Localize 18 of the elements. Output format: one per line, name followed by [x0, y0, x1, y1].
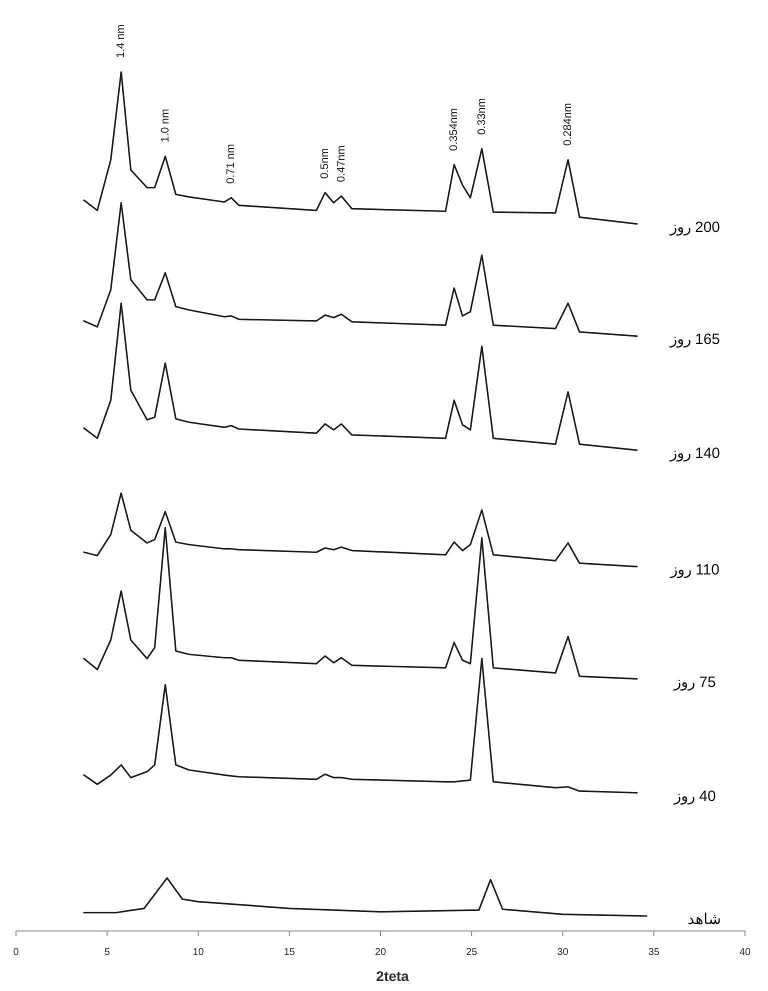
x-tick-label: 25	[466, 947, 478, 958]
x-axis-title: 2teta	[376, 968, 410, 984]
annotation: 0.47nm	[335, 145, 348, 182]
x-tick-label: 15	[284, 947, 296, 958]
x-tick-label: 5	[104, 947, 110, 958]
annotation: 0.71 nm	[225, 144, 238, 184]
x-tick-label: 40	[739, 947, 751, 958]
x-tick-label: 35	[648, 947, 660, 958]
x-tick-label: 10	[192, 947, 204, 958]
annotation: 0.5nm	[319, 148, 332, 179]
x-tick-label: 30	[557, 947, 569, 958]
annotation: 0.284nm	[562, 102, 574, 146]
x-tick-label: 20	[374, 947, 386, 958]
x-tick-label: 0	[13, 947, 20, 958]
annotation: 1.4 nm	[115, 24, 128, 58]
annotation: 0.354nm	[448, 108, 460, 151]
annotation: 0.33nm	[476, 98, 488, 135]
annotation: 1.0 nm	[159, 108, 172, 142]
